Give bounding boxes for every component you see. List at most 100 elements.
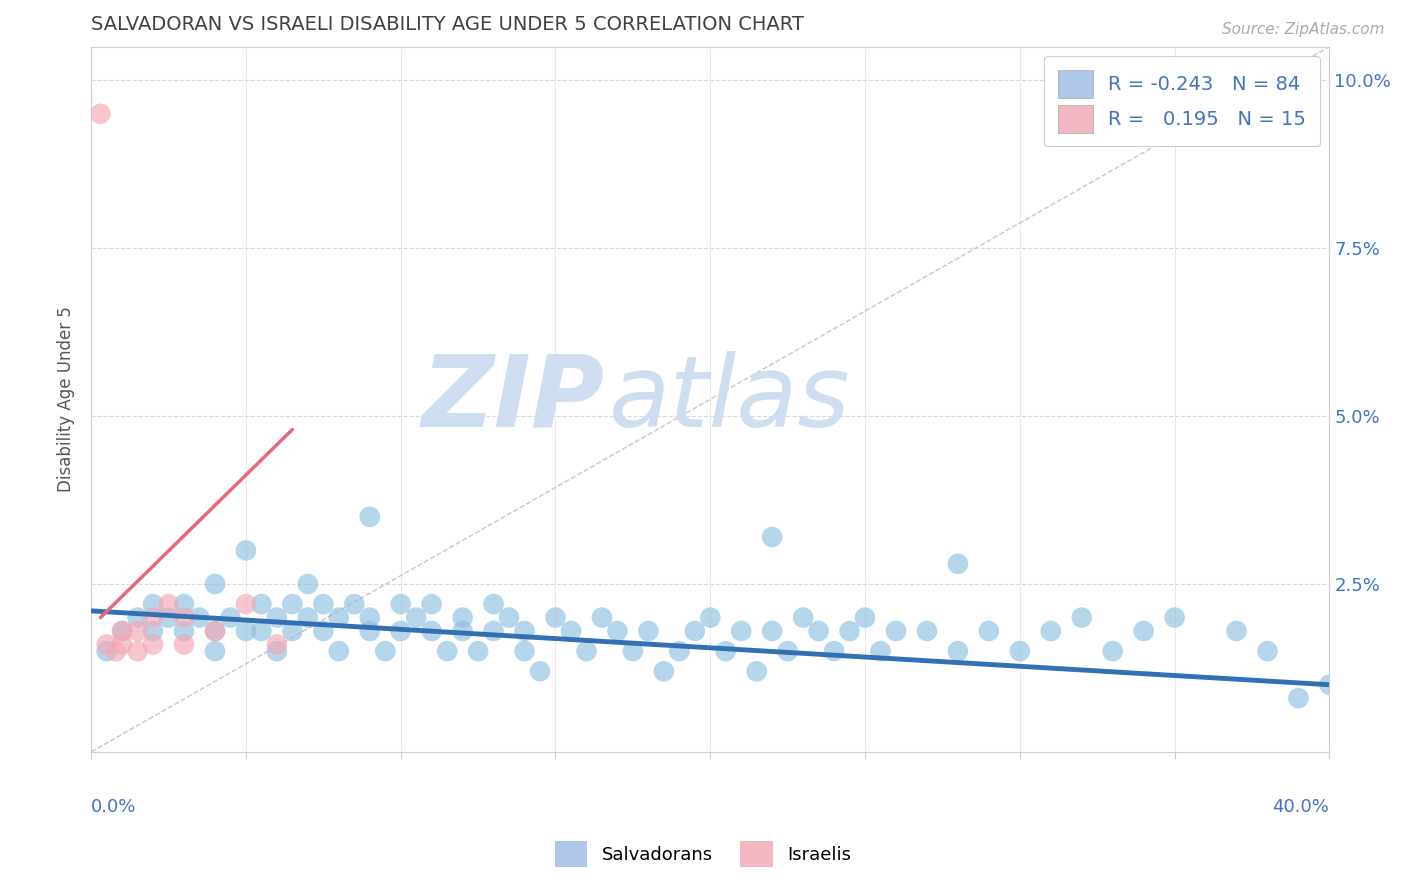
Point bbox=[946, 557, 969, 571]
Point bbox=[1286, 691, 1309, 706]
Point bbox=[281, 597, 304, 611]
Text: 0.0%: 0.0% bbox=[91, 797, 136, 816]
Point bbox=[1256, 644, 1278, 658]
Point bbox=[420, 624, 443, 638]
Point bbox=[142, 624, 165, 638]
Point bbox=[374, 644, 396, 658]
Point bbox=[266, 637, 288, 651]
Point bbox=[915, 624, 938, 638]
Point bbox=[977, 624, 1000, 638]
Point bbox=[188, 610, 211, 624]
Point bbox=[560, 624, 582, 638]
Point bbox=[637, 624, 659, 638]
Point bbox=[761, 624, 783, 638]
Point bbox=[591, 610, 613, 624]
Point bbox=[1225, 624, 1247, 638]
Legend: Salvadorans, Israelis: Salvadorans, Israelis bbox=[548, 834, 858, 874]
Point bbox=[359, 509, 381, 524]
Point bbox=[606, 624, 628, 638]
Point bbox=[111, 637, 134, 651]
Point bbox=[235, 597, 257, 611]
Point bbox=[204, 624, 226, 638]
Point bbox=[451, 610, 474, 624]
Point bbox=[173, 637, 195, 651]
Point bbox=[699, 610, 721, 624]
Point bbox=[420, 597, 443, 611]
Text: atlas: atlas bbox=[609, 351, 851, 448]
Text: SALVADORAN VS ISRAELI DISABILITY AGE UNDER 5 CORRELATION CHART: SALVADORAN VS ISRAELI DISABILITY AGE UND… bbox=[91, 15, 804, 34]
Point bbox=[389, 597, 412, 611]
Point bbox=[359, 624, 381, 638]
Point bbox=[1008, 644, 1031, 658]
Point bbox=[312, 597, 335, 611]
Point bbox=[838, 624, 860, 638]
Text: Source: ZipAtlas.com: Source: ZipAtlas.com bbox=[1222, 22, 1385, 37]
Point bbox=[761, 530, 783, 544]
Point bbox=[498, 610, 520, 624]
Point bbox=[513, 644, 536, 658]
Point bbox=[281, 624, 304, 638]
Point bbox=[204, 577, 226, 591]
Point bbox=[621, 644, 644, 658]
Point bbox=[111, 624, 134, 638]
Point bbox=[250, 624, 273, 638]
Point bbox=[1163, 610, 1185, 624]
Point bbox=[96, 637, 118, 651]
Point bbox=[127, 644, 149, 658]
Point bbox=[869, 644, 891, 658]
Point bbox=[343, 597, 366, 611]
Point bbox=[823, 644, 845, 658]
Point bbox=[745, 665, 768, 679]
Point bbox=[219, 610, 242, 624]
Text: 40.0%: 40.0% bbox=[1272, 797, 1330, 816]
Point bbox=[104, 644, 127, 658]
Point bbox=[173, 597, 195, 611]
Point bbox=[792, 610, 814, 624]
Legend: R = -0.243   N = 84, R =   0.195   N = 15: R = -0.243 N = 84, R = 0.195 N = 15 bbox=[1045, 56, 1320, 146]
Point bbox=[1070, 610, 1092, 624]
Point bbox=[807, 624, 830, 638]
Point bbox=[482, 624, 505, 638]
Point bbox=[328, 610, 350, 624]
Point bbox=[266, 644, 288, 658]
Point bbox=[142, 597, 165, 611]
Y-axis label: Disability Age Under 5: Disability Age Under 5 bbox=[58, 306, 75, 492]
Point bbox=[312, 624, 335, 638]
Point bbox=[652, 665, 675, 679]
Point bbox=[96, 644, 118, 658]
Point bbox=[529, 665, 551, 679]
Point bbox=[204, 624, 226, 638]
Point bbox=[683, 624, 706, 638]
Point bbox=[1132, 624, 1154, 638]
Point bbox=[436, 644, 458, 658]
Point bbox=[266, 610, 288, 624]
Point bbox=[730, 624, 752, 638]
Point bbox=[127, 624, 149, 638]
Point bbox=[1101, 644, 1123, 658]
Point bbox=[173, 624, 195, 638]
Point bbox=[89, 107, 111, 121]
Point bbox=[297, 610, 319, 624]
Point bbox=[142, 637, 165, 651]
Point bbox=[157, 610, 180, 624]
Point bbox=[250, 597, 273, 611]
Point bbox=[235, 624, 257, 638]
Point bbox=[111, 624, 134, 638]
Point bbox=[1039, 624, 1062, 638]
Point bbox=[157, 597, 180, 611]
Point bbox=[946, 644, 969, 658]
Point bbox=[853, 610, 876, 624]
Point bbox=[297, 577, 319, 591]
Point bbox=[714, 644, 737, 658]
Point bbox=[389, 624, 412, 638]
Point bbox=[235, 543, 257, 558]
Point bbox=[513, 624, 536, 638]
Point bbox=[884, 624, 907, 638]
Point bbox=[482, 597, 505, 611]
Point bbox=[142, 610, 165, 624]
Text: ZIP: ZIP bbox=[422, 351, 605, 448]
Point bbox=[204, 644, 226, 658]
Point bbox=[359, 610, 381, 624]
Point bbox=[328, 644, 350, 658]
Point bbox=[173, 610, 195, 624]
